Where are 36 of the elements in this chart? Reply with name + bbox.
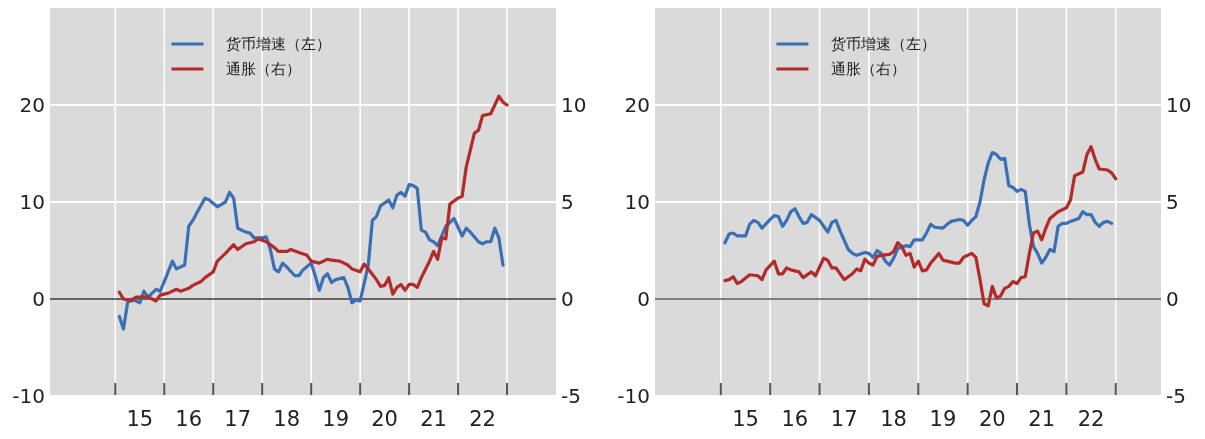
- y2-tick-label: 0: [561, 287, 574, 311]
- x-tick-label: 21: [1028, 407, 1056, 431]
- x-tick-label: 21: [420, 407, 447, 431]
- y2-tick-label: 5: [561, 190, 574, 214]
- x-tick-label: 16: [781, 407, 809, 431]
- y2-tick-label: 10: [561, 93, 587, 117]
- x-tick-label: 17: [830, 407, 858, 431]
- x-tick-label: 19: [929, 407, 957, 431]
- x-tick-label: 20: [371, 407, 398, 431]
- y-tick-label: 20: [19, 93, 45, 117]
- x-tick-label: 17: [224, 407, 252, 431]
- y2-tick-label: 10: [1166, 93, 1192, 117]
- y2-tick-label: 0: [1166, 287, 1179, 311]
- x-tick-label: 19: [322, 407, 350, 431]
- x-tick-label: 16: [175, 407, 203, 431]
- x-tick-label: 18: [880, 407, 907, 431]
- legend-label: 货币增速（左）: [226, 35, 332, 53]
- x-tick-label: 15: [732, 407, 759, 431]
- x-tick-label: 22: [1077, 407, 1105, 431]
- y-tick-label: 0: [637, 287, 650, 311]
- x-tick-label: 20: [978, 407, 1006, 431]
- y2-tick-label: -5: [1166, 384, 1186, 408]
- y2-tick-label: 5: [1166, 190, 1179, 214]
- y-tick-label: -10: [12, 384, 45, 408]
- y-tick-label: -10: [617, 384, 650, 408]
- x-tick-label: 15: [126, 407, 154, 431]
- y-tick-label: 20: [624, 93, 650, 117]
- x-tick-label: 18: [273, 407, 301, 431]
- legend-label: 通胀（右）: [226, 60, 302, 78]
- y-tick-label: 10: [624, 190, 650, 214]
- y2-tick-label: -5: [561, 384, 581, 408]
- y-tick-label: 10: [19, 190, 45, 214]
- x-tick-label: 22: [469, 407, 496, 431]
- legend-label: 通胀（右）: [831, 60, 907, 78]
- legend-label: 货币增速（左）: [831, 35, 937, 53]
- y-tick-label: 0: [32, 287, 45, 311]
